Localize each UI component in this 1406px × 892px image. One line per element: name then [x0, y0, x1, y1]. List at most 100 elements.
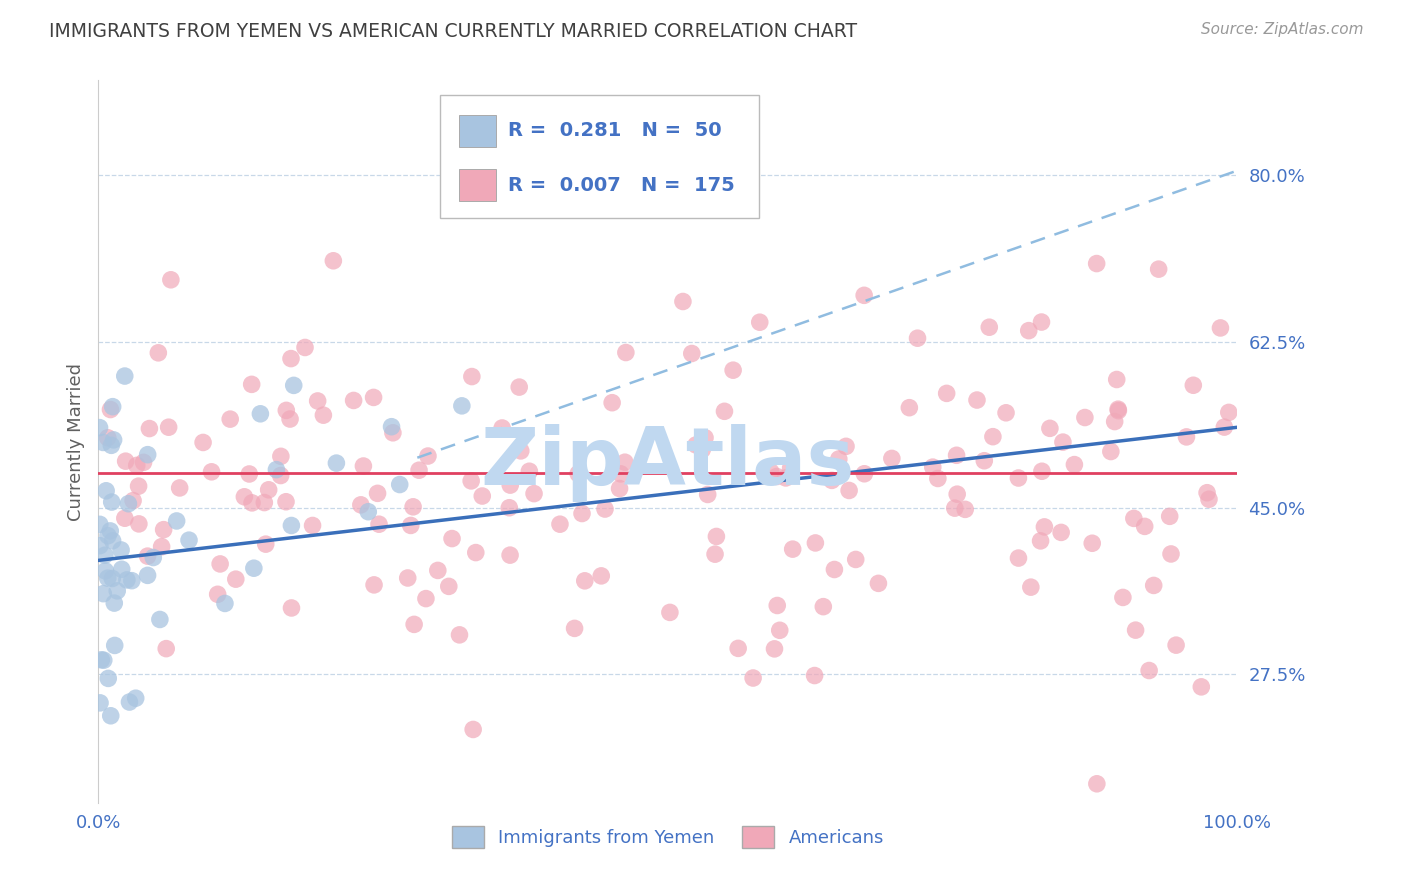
Text: R =  0.281   N =  50: R = 0.281 N = 50 [509, 121, 723, 140]
Point [238, 467, 260, 481]
Point [1209, 321, 1232, 335]
Point [100, 495, 122, 509]
Point [853, 288, 876, 302]
Point [775, 471, 797, 485]
Point [301, 518, 323, 533]
FancyBboxPatch shape [440, 95, 759, 218]
Point [266, 462, 288, 476]
Point [1033, 520, 1056, 534]
Point [1029, 533, 1052, 548]
Point [613, 455, 636, 469]
Point [1105, 372, 1128, 386]
Point [343, 393, 366, 408]
Point [89, 517, 111, 532]
FancyBboxPatch shape [460, 169, 496, 201]
Point [94, 548, 117, 562]
Point [1189, 680, 1212, 694]
Point [136, 549, 159, 563]
Point [399, 518, 422, 533]
Point [214, 597, 236, 611]
Point [363, 578, 385, 592]
Point [853, 467, 876, 481]
Point [98, 524, 121, 538]
Point [357, 505, 380, 519]
Point [1182, 378, 1205, 392]
Point [499, 478, 522, 492]
Point [1099, 444, 1122, 458]
Point [1218, 405, 1240, 419]
Point [1175, 430, 1198, 444]
Point [591, 569, 613, 583]
Text: ZipAtlas: ZipAtlas [481, 425, 855, 502]
Point [105, 583, 128, 598]
Point [441, 532, 464, 546]
Point [415, 591, 437, 606]
Point [449, 628, 471, 642]
Point [225, 572, 247, 586]
Point [100, 438, 122, 452]
Point [1137, 664, 1160, 678]
Point [927, 471, 949, 485]
Point [609, 467, 631, 481]
Point [257, 483, 280, 497]
Text: R =  0.007   N =  175: R = 0.007 N = 175 [509, 176, 735, 194]
Point [1125, 623, 1147, 637]
Point [880, 451, 903, 466]
Point [1063, 458, 1085, 472]
Point [813, 599, 835, 614]
Point [658, 606, 681, 620]
Point [759, 465, 782, 479]
Point [509, 443, 531, 458]
Point [685, 438, 707, 452]
Point [352, 458, 374, 473]
Point [704, 547, 727, 561]
Point [828, 452, 851, 467]
Point [1143, 578, 1166, 592]
Point [280, 518, 302, 533]
Point [150, 540, 173, 554]
Point [1159, 509, 1181, 524]
Point [748, 315, 770, 329]
Point [672, 294, 695, 309]
Point [408, 463, 430, 477]
Point [742, 671, 765, 685]
Point [609, 482, 631, 496]
Point [191, 435, 214, 450]
Point [471, 489, 494, 503]
Point [177, 533, 200, 548]
Point [380, 419, 402, 434]
Point [294, 341, 316, 355]
Point [690, 442, 713, 457]
Point [1031, 315, 1053, 329]
Point [461, 369, 484, 384]
Y-axis label: Currently Married: Currently Married [66, 362, 84, 521]
Point [727, 641, 749, 656]
Point [498, 500, 520, 515]
Point [450, 399, 472, 413]
Point [1081, 536, 1104, 550]
Point [460, 474, 482, 488]
Point [396, 571, 419, 585]
Point [101, 572, 124, 586]
Point [312, 408, 335, 422]
Point [1031, 464, 1053, 478]
Point [1160, 547, 1182, 561]
Point [1198, 492, 1220, 507]
Point [254, 537, 277, 551]
Point [233, 490, 256, 504]
Point [1074, 410, 1097, 425]
Point [838, 483, 860, 498]
Point [1019, 580, 1042, 594]
Point [823, 562, 845, 576]
Point [91, 435, 114, 450]
Text: IMMIGRANTS FROM YEMEN VS AMERICAN CURRENTLY MARRIED CORRELATION CHART: IMMIGRANTS FROM YEMEN VS AMERICAN CURREN… [49, 22, 858, 41]
Point [571, 507, 593, 521]
Point [101, 400, 124, 414]
Point [681, 346, 703, 360]
Point [614, 345, 637, 359]
Point [945, 448, 967, 462]
Point [121, 574, 143, 588]
Point [155, 641, 177, 656]
Point [769, 624, 792, 638]
Point [600, 395, 623, 409]
